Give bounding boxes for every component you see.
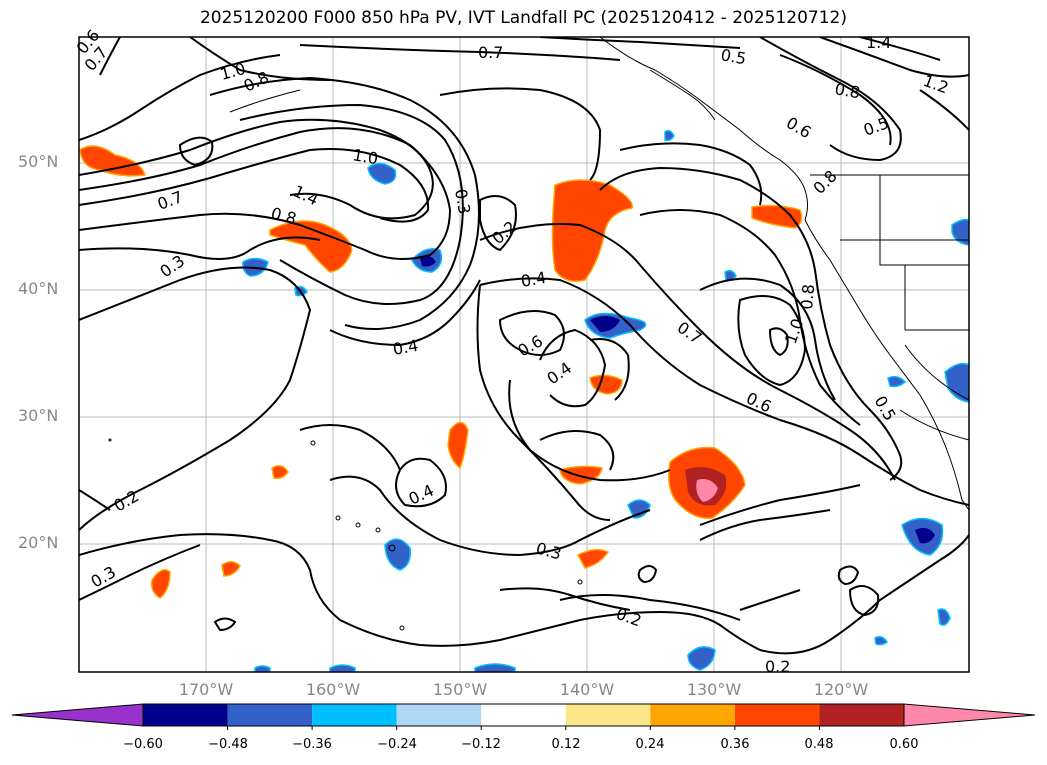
contour-label: 0.8 [797,283,818,310]
colorbar-tick: 0.48 [804,737,834,752]
colorbar-segment [734,704,820,726]
lat-label-40n: 40°N [18,279,59,298]
lon-label-150w: 150°W [432,680,488,699]
contour-label: 1.0 [351,145,379,168]
lat-label-30n: 30°N [18,406,59,425]
contour-label: 0.3 [451,187,474,215]
colorbar-tick: −0.12 [461,737,501,752]
lon-label-160w: 160°W [305,680,361,699]
pv-contours [79,37,969,655]
colorbar-segment [227,704,313,726]
colorbar-tick: −0.60 [123,737,163,752]
lon-label-140w: 140°W [559,680,615,699]
contour-label: 0.7 [478,43,503,62]
colorbar-segment [312,704,397,726]
colorbar-tick: −0.36 [292,737,332,752]
lat-label-20n: 20°N [18,533,59,552]
contour-label: 0.2 [765,657,790,676]
positive-pv-shading [79,145,803,599]
colorbar-tick: 0.60 [889,737,919,752]
contour-label: 0.5 [719,45,747,68]
coastlines [229,37,969,511]
colorbar-extend-max [903,703,1036,727]
lon-label-170w: 170°W [178,680,234,699]
colorbar-tick: 0.12 [551,737,581,752]
colorbar-segment [565,704,651,726]
plot-border [78,36,970,673]
colorbar-tick: −0.48 [208,737,248,752]
contour-label: 0.4 [391,336,419,359]
colorbar-tick: −0.24 [377,737,417,752]
colorbar [11,703,1036,730]
lon-label-130w: 130°W [686,680,742,699]
colorbar-tick: 0.24 [635,737,665,752]
islands [108,438,583,631]
lon-label-120w: 120°W [813,680,869,699]
contour-label: 0.8 [833,79,861,102]
contour-label: 0.4 [519,268,547,291]
colorbar-segment [819,704,904,726]
lat-label-50n: 50°N [18,152,59,171]
colorbar-segment [396,704,482,726]
negative-pv-shading [242,129,969,672]
colorbar-segment [481,704,566,726]
colorbar-tick: 0.36 [720,737,750,752]
colorbar-border [142,703,905,727]
gridlines [79,37,969,672]
colorbar-segment [143,704,228,726]
colorbar-segment [650,704,735,726]
contour-label: 1.4 [866,33,891,52]
colorbar-extend-min [11,703,144,727]
map-title: 2025120200 F000 850 hPa PV, IVT Landfall… [199,8,847,28]
